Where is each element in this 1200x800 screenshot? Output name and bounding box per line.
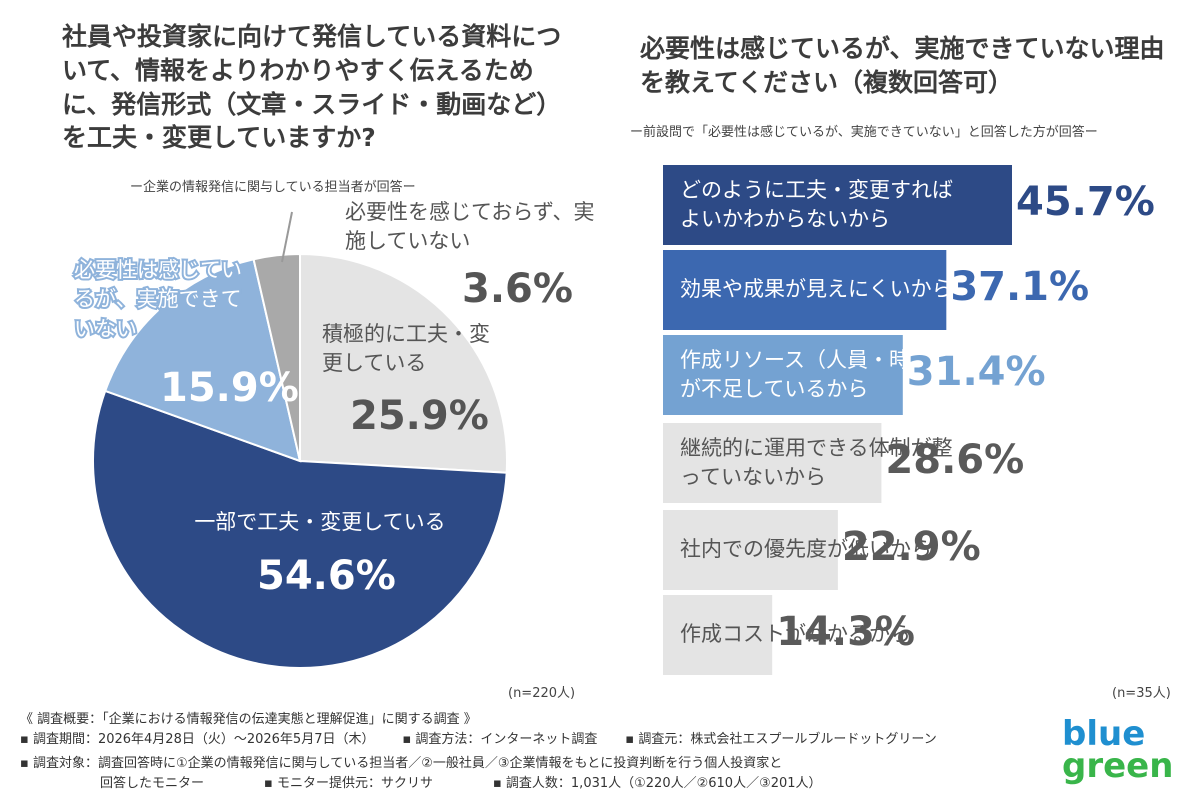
pie-subtitle: ー企業の情報発信に関与している担当者が回答ー bbox=[130, 180, 416, 195]
footer-text: ▪ 調査方法：インターネット調査 bbox=[402, 732, 598, 747]
bar-note: (n=35人) bbox=[1112, 686, 1171, 701]
footer-text: 《 調査概要：「企業における情報発信の伝達実態と理解促進」に関する調査 》 bbox=[20, 712, 477, 727]
pie-value-label: 15.9% bbox=[160, 365, 299, 411]
pie-slice bbox=[92, 389, 508, 669]
bar-value-label: 22.9% bbox=[841, 524, 981, 570]
footer-line: ▪ 調査期間：2026年4月28日（火）～2026年5月7日（木） ▪ 調査方法：… bbox=[20, 728, 937, 747]
footer-text: ▪ 調査元：株式会社エスプールブルードットグリーン bbox=[625, 732, 937, 747]
footer-line: 回答したモニター ▪ モニター提供元：サクリサ ▪ 調査人数：1,031人（①220… bbox=[100, 772, 822, 791]
pie-slice bbox=[103, 258, 302, 463]
bar bbox=[663, 165, 1012, 245]
footer-text: ▪ 調査期間：2026年4月28日（火）～2026年5月7日（木） bbox=[20, 732, 375, 747]
bar bbox=[663, 510, 838, 590]
bar-value-label: 28.6% bbox=[885, 437, 1025, 483]
footer-line: ▪ 調査対象：調査回答時に①企業の情報発信に関与している担当者／②一般社員／③企… bbox=[20, 752, 782, 771]
bar-label: 作成リソース（人員・時間）が不足しているから bbox=[680, 347, 952, 401]
footer-text: ▪ モニター提供元：サクリサ bbox=[264, 776, 433, 791]
bar-value-label: 37.1% bbox=[950, 264, 1090, 310]
footer-text: ▪ 調査対象：調査回答時に①企業の情報発信に関与している担当者／②一般社員／③企… bbox=[20, 756, 783, 771]
footer-text: ▪ 調査人数：1,031人（①220人／②610人／③201人） bbox=[492, 776, 822, 791]
bar-value-label: 45.7% bbox=[1016, 179, 1155, 225]
pie-slice bbox=[252, 252, 301, 462]
logo-blue: blue bbox=[1062, 714, 1146, 754]
pie-note: (n=220人) bbox=[508, 686, 576, 701]
pie-title: 社員や投資家に向けて発信している資料について、情報をよりわかりやすく伝えるために… bbox=[62, 22, 562, 153]
footer-line: 《 調査概要：「企業における情報発信の伝達実態と理解促進」に関する調査 》 bbox=[20, 708, 477, 727]
bar bbox=[663, 595, 773, 675]
pie-label: 必要性を感じておらず、実施していない bbox=[345, 200, 595, 254]
pie-value-label: 25.9% bbox=[350, 393, 489, 439]
bar-label: 作成コストがかかるから bbox=[680, 622, 911, 647]
logo-green: green bbox=[1062, 746, 1174, 787]
bar bbox=[663, 423, 882, 503]
pie-label: 一部で工夫・変更している bbox=[194, 510, 446, 534]
bar-subtitle: ー前設問で「必要性は感じているが、実施できていない」と回答した方が回答ー bbox=[630, 125, 1098, 140]
bar-label: 継続的に運用できる体制が整っていないから bbox=[680, 435, 953, 489]
bar-label: どのように工夫・変更すればよいかわからないから bbox=[680, 177, 953, 231]
bar-label: 社内での優先度が低いから bbox=[680, 537, 932, 562]
bar-label: 効果や成果が見えにくいから bbox=[680, 277, 953, 302]
footer-text: 回答したモニター bbox=[100, 776, 205, 791]
bar-value-label: 14.3% bbox=[776, 609, 915, 655]
leader-line bbox=[281, 211, 293, 263]
pie-value-label: 54.6% bbox=[257, 553, 396, 599]
bar bbox=[663, 250, 947, 330]
logo: blue green bbox=[1062, 714, 1174, 787]
pie-slice bbox=[299, 252, 508, 474]
pie-label: 必要性は感じているが、実施できていない bbox=[72, 256, 244, 343]
pie-value-label: 3.6% bbox=[462, 266, 573, 312]
bar bbox=[663, 335, 903, 415]
pie-label: 積極的に工夫・変更している bbox=[322, 322, 490, 376]
bar-value-label: 31.4% bbox=[906, 349, 1046, 395]
bar-title: 必要性は感じているが、実施できていない理由を教えてください（複数回答可） bbox=[640, 34, 1165, 97]
